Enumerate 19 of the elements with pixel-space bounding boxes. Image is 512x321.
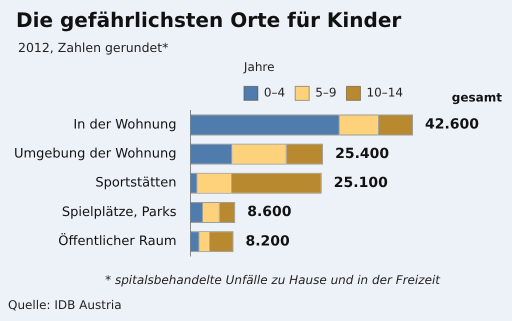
annotation: 25.400 [335,146,390,162]
legend-label: 10–14 [366,86,404,100]
text: * spitalsbehandelte Unfälle zu Hause und in der Freizeit [105,273,440,287]
chart-title: Die gefährlichsten Orte für Kinder [16,8,402,32]
legend-label: 0–4 [264,86,286,100]
source-note: Quelle: IDB Austria [8,298,122,312]
y-tick-label: In der Wohnung [73,117,177,132]
y-tick-label: Öffentlicher Raum [58,232,177,249]
text: gesamt [452,90,502,105]
y-tick-label: Spielplätze, Parks [62,204,177,220]
legend-title: Jahre [242,60,274,74]
legend-label: 5–9 [315,86,336,100]
annotation: 25.100 [334,174,388,191]
annotation: 8.200 [245,233,290,250]
y-tick-label: Umgebung der Wohnung [14,146,177,162]
annotation: 42.600 [425,116,480,133]
y-tick-label: Sportstätten [95,176,177,191]
chart-subtitle: 2012, Zahlen gerundet* [18,40,168,55]
annotation: 8.600 [247,204,292,220]
